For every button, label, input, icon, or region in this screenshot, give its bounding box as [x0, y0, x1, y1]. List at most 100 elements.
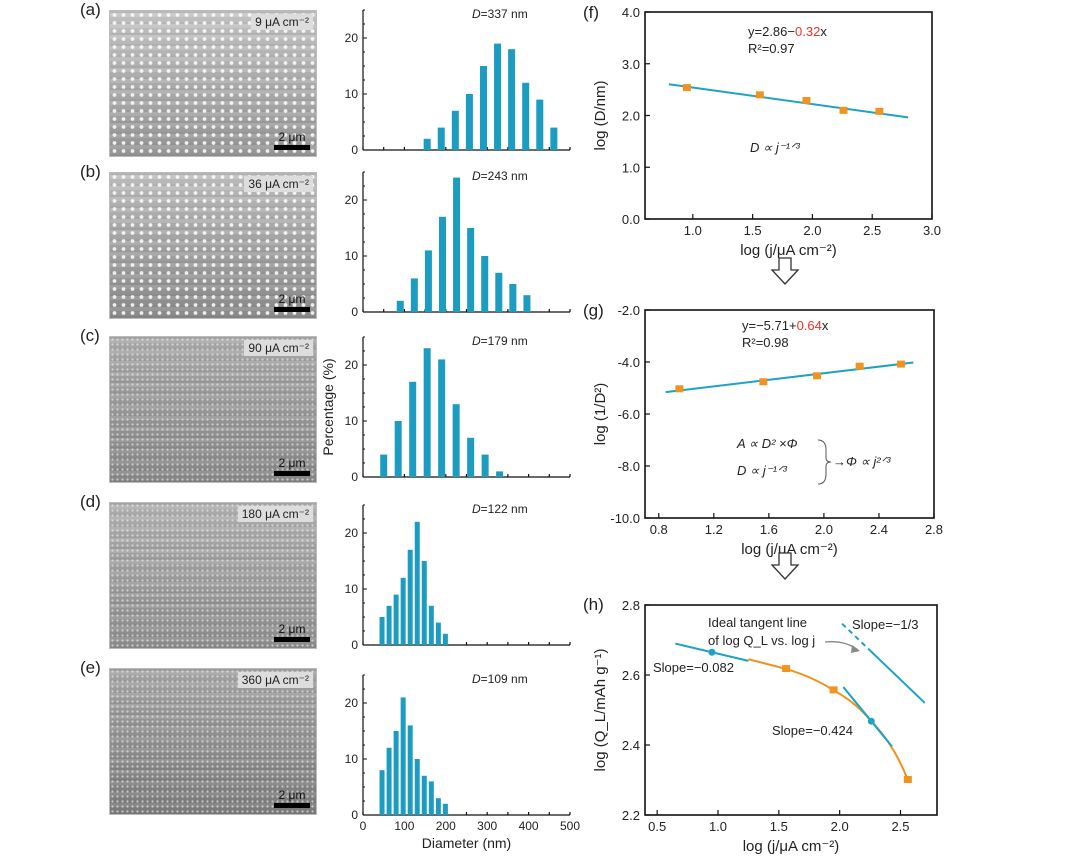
data-point — [813, 372, 822, 380]
data-point — [829, 686, 838, 694]
y-tick-label: 2.4 — [622, 738, 640, 753]
histogram-bar — [496, 471, 504, 477]
histogram-bar — [400, 697, 406, 815]
histogram-bar — [523, 295, 531, 312]
histogram-bar — [379, 617, 385, 645]
y-tick-label: 4.0 — [622, 5, 640, 20]
x-tick-label: 0.5 — [648, 819, 666, 834]
slope-label: Slope=−1/3 — [852, 617, 919, 632]
x-tick-label: 2.0 — [815, 522, 833, 537]
x-tick-label: 2.4 — [870, 522, 888, 537]
panel-label: (e) — [80, 658, 101, 677]
mean-diameter-label: D=243 nm — [472, 169, 528, 183]
histogram-bar — [410, 278, 418, 312]
y-axis-label: log (1/D²) — [592, 383, 609, 446]
histogram-bar — [428, 781, 434, 815]
y-tick-label: 2.0 — [622, 109, 640, 124]
y-tick-label: 3.0 — [622, 57, 640, 72]
x-tick-label: 2.8 — [925, 522, 943, 537]
data-point — [875, 107, 884, 115]
y-tick-label: 20 — [345, 31, 359, 45]
x-tick-label: 2.5 — [891, 819, 909, 834]
slope-label: Slope=−0.082 — [653, 660, 734, 675]
current-density-label: 9 μA cm⁻² — [251, 14, 313, 30]
scale-bar-line — [274, 307, 310, 312]
histogram-bar — [386, 605, 392, 645]
scale-bar: 2 μm — [274, 788, 310, 808]
data-point — [896, 360, 905, 368]
histogram-bar — [522, 82, 530, 150]
scale-bar: 2 μm — [274, 130, 310, 150]
histogram-bar — [407, 725, 413, 815]
scale-bar: 2 μm — [274, 622, 310, 642]
x-axis-label: log (j/μA cm⁻²) — [741, 541, 838, 558]
histogram-bar — [396, 300, 404, 312]
histogram-bar — [409, 381, 417, 477]
data-point — [675, 385, 684, 393]
y-tick-label: 1.0 — [622, 160, 640, 175]
x-axis-label: log (j/μA cm⁻²) — [743, 838, 840, 855]
histogram-bar — [509, 284, 517, 312]
x-tick-label: 300 — [477, 819, 497, 833]
histogram-bar — [481, 454, 489, 477]
x-tick-label: 2.5 — [863, 223, 881, 238]
current-density-label: 180 μA cm⁻² — [237, 506, 313, 522]
sem-image: 36 μA cm⁻² 2 μm — [109, 172, 317, 319]
ideal-tangent-line — [869, 649, 926, 704]
panel-label: (c) — [80, 326, 100, 345]
panel-label: (d) — [80, 492, 101, 511]
ideal-tangent-dashed — [841, 622, 871, 652]
y-tick-label: 20 — [345, 358, 359, 372]
histogram-bar — [550, 127, 558, 150]
histogram-bar — [407, 549, 413, 645]
histogram-bar — [536, 99, 544, 150]
x-tick-label: 1.5 — [770, 819, 788, 834]
mean-diameter-label: D=337 nm — [472, 7, 528, 21]
scale-bar-label: 2 μm — [278, 292, 306, 306]
histogram-bar — [421, 561, 427, 645]
histogram-bar — [393, 731, 399, 815]
y-tick-label: -6.0 — [618, 407, 640, 422]
histogram-bar — [421, 775, 427, 815]
y-tick-label: 20 — [345, 696, 359, 710]
down-arrow-icon — [770, 552, 800, 580]
panel-label: (g) — [583, 301, 604, 320]
annotation-line: of log Q_L vs. log j — [708, 633, 815, 648]
y-axis-label: log (D/nm) — [592, 80, 609, 150]
histogram-bar — [424, 250, 432, 312]
relation-result: →Φ ∝ j²ᐟ³ — [833, 454, 891, 469]
brace-icon — [817, 439, 832, 485]
y-tick-label: 0 — [351, 808, 358, 822]
sem-image: 90 μA cm⁻² 2 μm — [109, 336, 317, 483]
histogram-bar — [414, 521, 420, 645]
histogram-bar — [453, 177, 461, 312]
x-tick-label: 500 — [560, 819, 580, 833]
scale-bar: 2 μm — [274, 456, 310, 476]
histogram-bar — [393, 594, 399, 645]
x-tick-label: 0 — [360, 819, 367, 833]
y-axis-label: log (Q_L/mAh g⁻¹) — [592, 649, 609, 772]
histogram-bar — [414, 759, 420, 815]
x-tick-label: 2.0 — [831, 819, 849, 834]
data-point — [802, 97, 811, 105]
sem-texture — [110, 11, 316, 156]
relation-line: A ∝ D² ×Φ — [736, 436, 798, 451]
tangent-line — [842, 686, 893, 748]
y-tick-label: 2.2 — [622, 808, 640, 823]
r-squared-label: R²=0.97 — [748, 41, 795, 56]
mean-diameter-label: D=179 nm — [472, 334, 528, 348]
x-tick-label: 3.0 — [923, 223, 941, 238]
scale-bar-line — [274, 637, 310, 642]
histogram-bar — [494, 43, 502, 150]
y-tick-label: 0 — [351, 305, 358, 319]
x-tick-label: 100 — [394, 819, 414, 833]
down-arrow-icon — [770, 257, 800, 285]
histogram-bar — [386, 747, 392, 815]
x-tick-label: 1.2 — [705, 522, 723, 537]
arrow-head-icon — [851, 645, 860, 653]
histogram-bar — [467, 228, 475, 312]
y-tick-label: -10.0 — [610, 511, 640, 526]
y-tick-label: 10 — [345, 87, 359, 101]
histogram-bar — [467, 437, 475, 477]
mean-diameter-label: D=122 nm — [472, 502, 528, 516]
